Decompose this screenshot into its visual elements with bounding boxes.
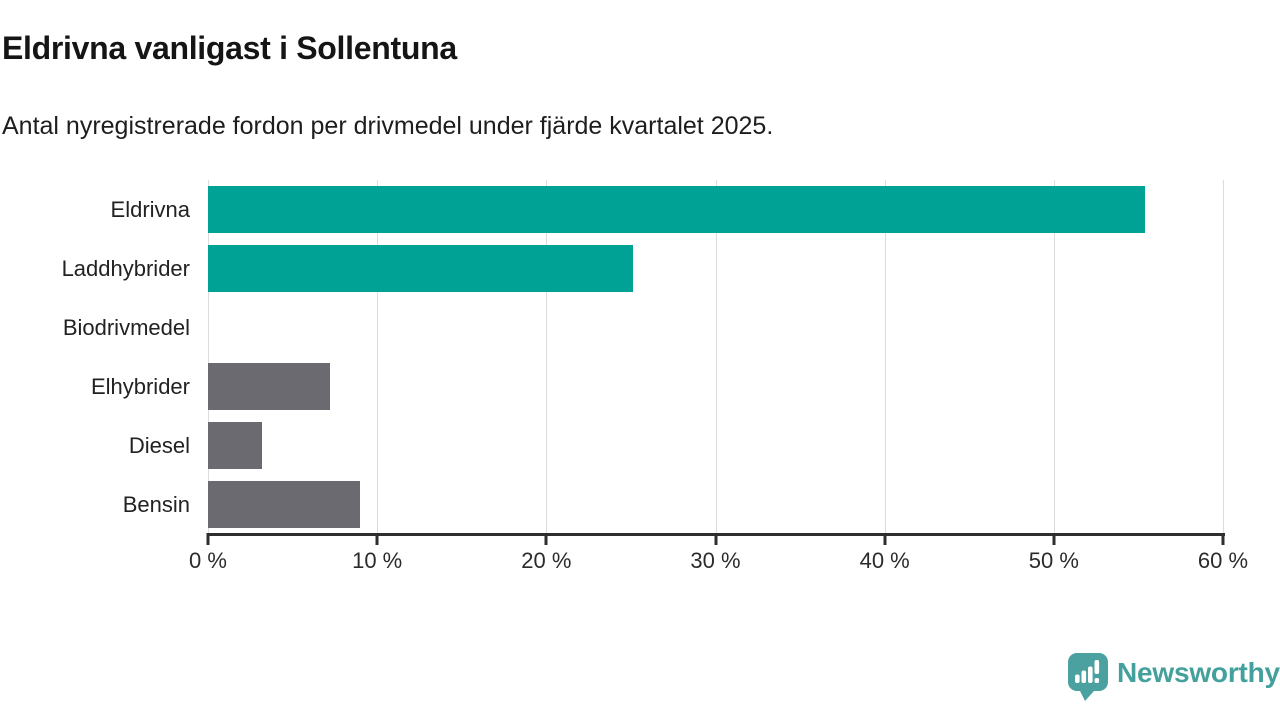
bar-laddhybrider: [208, 245, 633, 292]
x-tick-10: [375, 533, 379, 545]
gridline-30: [715, 180, 717, 534]
category-label-diesel: Diesel: [128, 432, 190, 458]
plot-area: [208, 180, 1224, 534]
category-label-elhybrider: Elhybrider: [90, 373, 190, 399]
x-tick-label-50: 50 %: [1028, 548, 1079, 573]
x-axis-tick-labels: 0 % 10 % 20 % 30 % 40 % 50 % 60 %: [189, 548, 1248, 578]
bar-bensin: [208, 481, 361, 528]
x-tick-label-20: 20 %: [521, 548, 572, 573]
bar-diesel: [208, 422, 263, 469]
y-axis-category-labels: Eldrivna Laddhybrider Biodrivmedel Elhybrid…: [0, 180, 190, 534]
x-tick-label-0: 0 %: [189, 548, 227, 573]
gridline-20: [546, 180, 548, 534]
category-label-eldrivna: Eldrivna: [110, 196, 190, 222]
x-axis-ticks: [206, 533, 1225, 546]
x-tick-label-60: 60 %: [1197, 548, 1249, 573]
category-label-laddhybrider: Laddhybrider: [61, 255, 190, 281]
bar-chart-speech-bubble-icon: [1068, 653, 1108, 701]
x-tick-30: [714, 533, 717, 545]
gridline-60: [1223, 180, 1224, 534]
x-tick-20: [544, 533, 548, 545]
bar-eldrivna: [208, 186, 1146, 233]
gridline-40: [884, 180, 886, 534]
category-label-biodrivmedel: Biodrivmedel: [62, 314, 190, 340]
newsworthy-logo: Newsworthy: [1068, 653, 1280, 701]
chart-title: Eldrivna vanligast i Sollentuna: [2, 30, 457, 66]
gridline-50: [1053, 180, 1055, 534]
x-tick-0: [206, 533, 210, 545]
chart-subtitle: Antal nyregistrerade fordon per drivmede…: [2, 112, 774, 140]
x-tick-label-10: 10 %: [352, 548, 403, 573]
x-tick-50: [1052, 533, 1056, 545]
category-label-bensin: Bensin: [122, 491, 190, 517]
x-tick-60: [1221, 533, 1225, 545]
x-tick-label-40: 40 %: [859, 548, 910, 573]
x-tick-40: [883, 533, 887, 545]
gridline-10: [377, 180, 379, 534]
gridline-0: [208, 180, 209, 534]
bar-elhybrider: [208, 363, 330, 410]
newsworthy-logo-text: Newsworthy: [1117, 657, 1280, 688]
x-tick-label-30: 30 %: [690, 548, 741, 573]
